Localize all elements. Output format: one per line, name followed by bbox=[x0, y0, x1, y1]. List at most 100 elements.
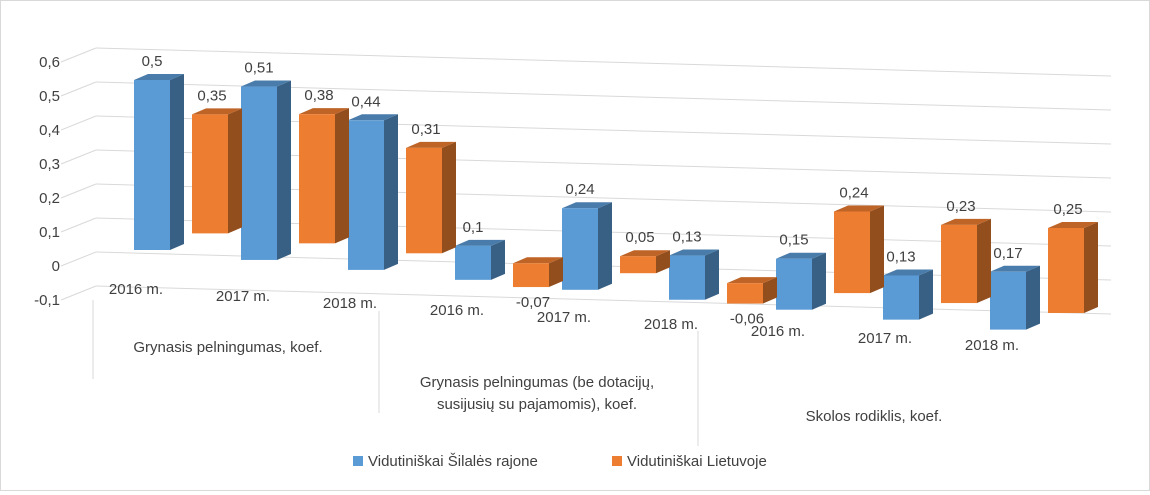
x-tick-label: 2017 m. bbox=[858, 330, 912, 347]
bar-side bbox=[919, 269, 933, 320]
y-tick-label: 0,1 bbox=[39, 224, 60, 241]
bar-top bbox=[562, 202, 612, 209]
x-tick-label: 2016 m. bbox=[751, 323, 805, 340]
data-label: 0,23 bbox=[946, 198, 975, 215]
y-tick-label: -0,1 bbox=[34, 292, 60, 309]
y-tick-label: 0,3 bbox=[39, 156, 60, 173]
group-baseline bbox=[93, 379, 379, 413]
bar-silale bbox=[776, 258, 812, 310]
data-label: 0,13 bbox=[886, 248, 915, 265]
gridline-depth bbox=[60, 251, 97, 267]
bar-side bbox=[384, 114, 398, 270]
group-label: Grynasis pelningumas (be dotacijų, bbox=[420, 374, 654, 391]
bar-lietuva bbox=[406, 147, 442, 254]
gridline-depth bbox=[60, 183, 97, 199]
bar-top bbox=[669, 249, 719, 256]
group-label: susijusių su pajamomis), koef. bbox=[437, 396, 637, 413]
data-label: 0,05 bbox=[625, 229, 654, 246]
bar-top bbox=[883, 269, 933, 276]
bar-top bbox=[134, 74, 184, 80]
bar-side bbox=[277, 80, 291, 260]
gridline bbox=[95, 285, 1112, 315]
group-label: Skolos rodiklis, koef. bbox=[806, 408, 943, 425]
bar-lietuva bbox=[299, 114, 335, 244]
x-tick-label: 2018 m. bbox=[323, 295, 377, 312]
bar-silale bbox=[562, 208, 598, 290]
bar-silale bbox=[990, 271, 1026, 330]
gridline-depth bbox=[60, 285, 97, 301]
gridline bbox=[95, 47, 1112, 77]
bar-silale bbox=[669, 255, 705, 300]
bar-silale bbox=[455, 245, 491, 280]
bar-silale bbox=[883, 275, 919, 320]
data-label: 0,31 bbox=[411, 121, 440, 138]
bar-top bbox=[620, 250, 670, 257]
bar-lietuva bbox=[192, 114, 228, 234]
bar-top bbox=[776, 252, 826, 259]
group-label: Grynasis pelningumas, koef. bbox=[133, 339, 322, 356]
gridline-depth bbox=[60, 47, 97, 63]
y-tick-label: 0,2 bbox=[39, 190, 60, 207]
legend-swatch-lietuva bbox=[612, 456, 622, 466]
data-label: 0,35 bbox=[197, 87, 226, 104]
y-tick-label: 0,5 bbox=[39, 88, 60, 105]
bar-silale bbox=[134, 80, 170, 250]
data-label: -0,07 bbox=[516, 294, 550, 311]
bar-top bbox=[513, 257, 563, 264]
bar-side bbox=[656, 250, 670, 274]
y-tick-label: 0,6 bbox=[39, 54, 60, 71]
bar-side bbox=[705, 249, 719, 300]
data-label: 0,5 bbox=[142, 53, 163, 70]
data-label: 0,44 bbox=[351, 93, 380, 110]
data-label: 0,25 bbox=[1053, 201, 1082, 218]
bar-side bbox=[549, 257, 563, 288]
data-label: 0,51 bbox=[244, 60, 273, 77]
bar-lietuva bbox=[834, 211, 870, 294]
y-tick-label: 0 bbox=[52, 258, 60, 275]
data-labels: 0,5 0,51 0,44 0,1 0,24 0,13 0,15 0,13 0,17 0,35 0,… bbox=[142, 53, 1083, 328]
bar-side bbox=[1084, 222, 1098, 314]
data-label: 0,15 bbox=[779, 232, 808, 249]
bar-silale bbox=[348, 120, 384, 270]
data-label: -0,06 bbox=[730, 311, 764, 328]
x-tick-label: 2017 m. bbox=[537, 309, 591, 326]
bar-top bbox=[348, 114, 398, 121]
y-tick-label: 0,4 bbox=[39, 122, 60, 139]
bar-top bbox=[406, 141, 456, 148]
bar-side bbox=[763, 277, 777, 304]
data-label: 0,17 bbox=[993, 245, 1022, 262]
bar-top bbox=[727, 277, 777, 284]
y-axis-ticks: 0,6 0,5 0,4 0,3 0,2 0,1 0 -0,1 bbox=[34, 54, 60, 309]
data-label: 0,24 bbox=[839, 185, 868, 202]
bar-top bbox=[192, 108, 242, 115]
x-tick-label: 2016 m. bbox=[430, 302, 484, 319]
data-label: 0,24 bbox=[565, 181, 594, 198]
x-axis-labels: 2016 m. 2017 m. 2018 m. 2016 m. 2017 m. 2018 … bbox=[92, 281, 1019, 446]
x-tick-label: 2018 m. bbox=[644, 316, 698, 333]
bar-lietuva bbox=[727, 283, 763, 304]
bar-top bbox=[1048, 222, 1098, 229]
x-tick-label: 2017 m. bbox=[216, 288, 270, 305]
gridline-depth bbox=[60, 115, 97, 131]
bar-top bbox=[299, 108, 349, 115]
bar-side bbox=[977, 218, 991, 304]
gridline-depth bbox=[60, 81, 97, 97]
data-label: 0,13 bbox=[672, 229, 701, 246]
bar-side bbox=[442, 141, 456, 254]
gridline-depth bbox=[60, 149, 97, 165]
bar-lietuva bbox=[941, 224, 977, 304]
bars bbox=[134, 74, 1098, 330]
x-tick-label: 2016 m. bbox=[109, 281, 163, 298]
bar-side bbox=[491, 239, 505, 280]
x-tick-label: 2018 m. bbox=[965, 337, 1019, 354]
legend: Vidutiniškai Šilalės rajone Vidutiniškai … bbox=[353, 453, 767, 470]
data-label: 0,38 bbox=[304, 87, 333, 104]
bar-side bbox=[598, 202, 612, 290]
bar-top bbox=[834, 205, 884, 212]
bar-side bbox=[170, 74, 184, 250]
bar-side bbox=[1026, 265, 1040, 330]
bar-side bbox=[335, 108, 349, 244]
bar-side bbox=[870, 205, 884, 294]
